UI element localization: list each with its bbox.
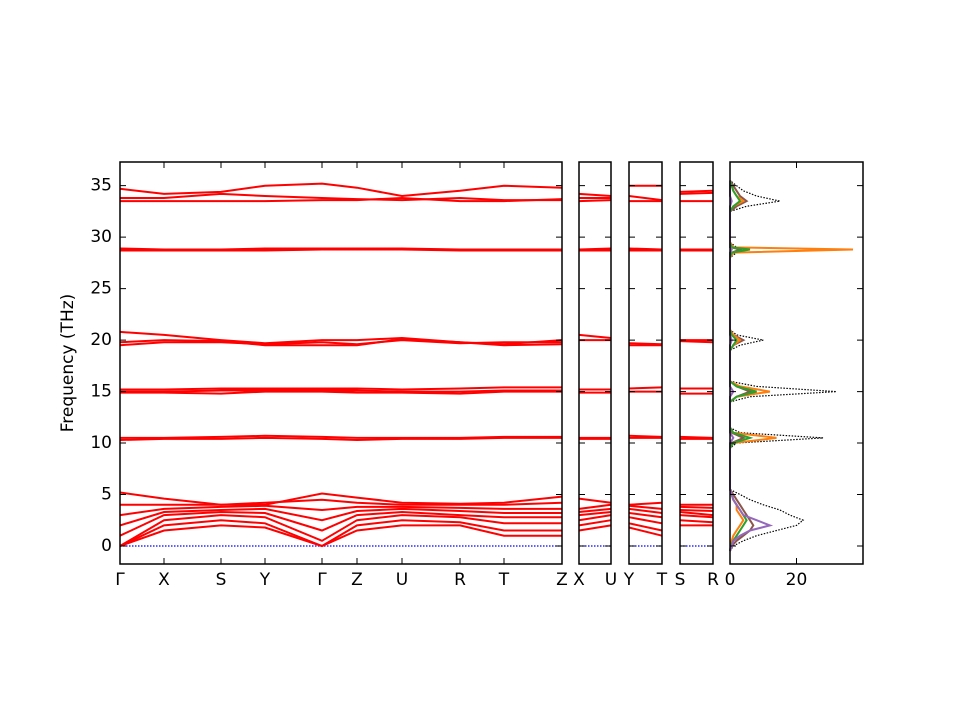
x-tick-label: Y	[259, 570, 271, 590]
band-line	[679, 189, 714, 193]
band-line	[120, 196, 563, 203]
band-line	[119, 491, 563, 506]
band-line	[628, 501, 663, 506]
band-line	[578, 511, 612, 517]
band-line	[628, 526, 663, 537]
band-line	[628, 195, 663, 202]
dos-line	[729, 180, 774, 552]
x-tick-label: U	[396, 570, 408, 590]
band-line	[119, 339, 562, 347]
y-axis-label: Frequency (THz)	[58, 294, 78, 433]
dos-line	[729, 180, 854, 552]
x-tick-label: 0	[725, 570, 736, 590]
y-tick-label: 35	[90, 176, 112, 196]
x-tick-label: T	[656, 570, 668, 590]
y-tick-label: 25	[90, 279, 112, 299]
band-line	[679, 514, 714, 519]
band-line	[628, 522, 663, 532]
x-tick-label: T	[498, 570, 510, 590]
plot-frame	[628, 161, 663, 565]
y-tick-label: 30	[90, 227, 112, 247]
band-line	[119, 519, 562, 548]
band-line	[679, 519, 714, 524]
band-line	[578, 507, 612, 513]
x-tick-label: R	[707, 570, 719, 590]
band-line	[578, 519, 612, 527]
y-tick-label: 15	[90, 382, 112, 402]
x-tick-label: X	[573, 570, 585, 590]
y-tick-label: 20	[90, 330, 112, 350]
plot-frame	[578, 161, 612, 565]
y-tick-label: 5	[101, 485, 112, 505]
band-line	[578, 514, 612, 522]
x-tick-label: Γ	[317, 570, 327, 590]
band-line	[578, 333, 612, 339]
band-line	[119, 510, 562, 537]
band-line	[679, 435, 714, 439]
band-line	[628, 247, 663, 251]
band-line	[628, 504, 663, 510]
band-line	[119, 514, 562, 547]
band-line	[120, 386, 562, 391]
band-line	[120, 498, 563, 506]
band-line	[578, 497, 612, 504]
band-line	[679, 511, 714, 517]
band-line	[119, 504, 562, 517]
x-tick-label: S	[216, 570, 227, 590]
band-line	[628, 512, 663, 519]
band-line	[119, 182, 563, 198]
band-line	[578, 503, 612, 510]
band-line	[120, 390, 562, 395]
band-line	[578, 524, 612, 532]
band-line	[679, 509, 714, 512]
band-line	[578, 192, 612, 197]
x-tick-label: Γ	[115, 570, 125, 590]
band-line	[628, 386, 663, 390]
band-line	[119, 436, 562, 442]
band-line	[628, 342, 663, 346]
x-tick-label: U	[605, 570, 617, 590]
plot-frame	[729, 161, 864, 565]
x-tick-label: 20	[786, 570, 808, 590]
band-line	[578, 247, 612, 251]
plot-frame	[679, 161, 714, 565]
plot-frame	[119, 161, 563, 565]
band-line	[679, 191, 714, 195]
band-line	[119, 524, 562, 548]
band-line	[120, 192, 562, 202]
band-line	[679, 340, 714, 344]
band-line	[628, 434, 663, 438]
band-line	[679, 505, 714, 509]
band-line	[578, 199, 612, 203]
band-line	[120, 248, 562, 252]
x-tick-label: S	[675, 570, 686, 590]
y-tick-label: 0	[101, 536, 112, 556]
x-tick-label: Z	[556, 570, 568, 590]
x-tick-label: R	[454, 570, 466, 590]
band-line	[119, 507, 562, 527]
band-line	[628, 516, 663, 525]
dos-line	[729, 180, 854, 552]
x-tick-label: X	[158, 570, 170, 590]
x-tick-label: Z	[351, 570, 363, 590]
band-line	[628, 507, 663, 514]
y-tick-label: 10	[90, 433, 112, 453]
x-tick-label: Y	[623, 570, 635, 590]
band-line	[120, 389, 562, 393]
